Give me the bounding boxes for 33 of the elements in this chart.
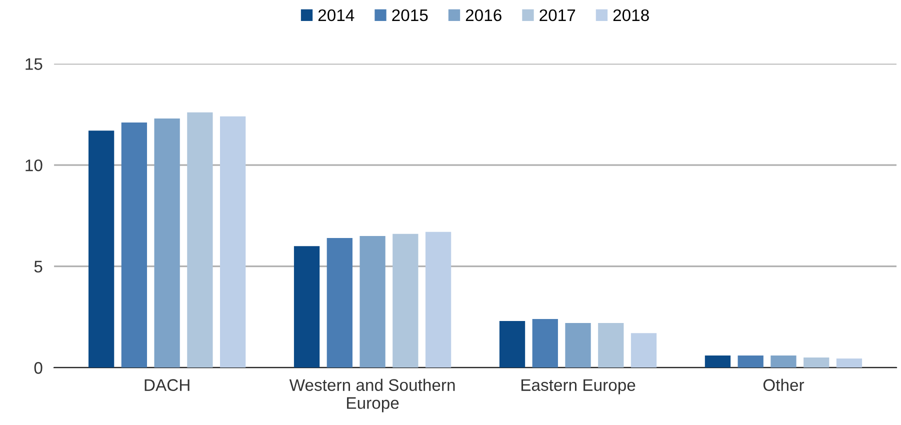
bar: [804, 357, 830, 368]
bar: [88, 130, 114, 368]
bar: [704, 355, 731, 368]
bar: [499, 321, 526, 368]
bar: [630, 333, 657, 368]
legend-label: 2016: [466, 9, 502, 22]
bar: [392, 234, 418, 368]
x-tick-label: Other: [763, 378, 804, 391]
bar: [121, 122, 148, 368]
bar: [738, 355, 764, 368]
bar: [326, 238, 352, 368]
bar: [532, 319, 558, 368]
bar: [187, 112, 213, 368]
bar: [220, 116, 246, 368]
legend-label: 2015: [392, 9, 428, 22]
x-tick-label: DACH: [144, 379, 190, 391]
y-tick-label: 0: [34, 362, 42, 374]
x-tick-label: Western and Southern Europe: [289, 378, 455, 412]
bar: [770, 355, 796, 368]
bar: [294, 246, 320, 368]
y-tick-label: 5: [34, 260, 42, 273]
bar: [598, 323, 624, 368]
bar: [836, 358, 862, 368]
y-tick-label: 15: [26, 58, 42, 70]
legend-label: 2014: [318, 9, 354, 22]
legend-label: 2018: [613, 9, 649, 22]
bar: [425, 232, 452, 368]
bar: [154, 118, 180, 368]
y-tick-label: 10: [26, 159, 42, 172]
bar: [565, 323, 591, 368]
legend-label: 2017: [540, 9, 576, 22]
bar: [360, 236, 386, 368]
x-tick-label: Eastern Europe: [521, 379, 636, 394]
